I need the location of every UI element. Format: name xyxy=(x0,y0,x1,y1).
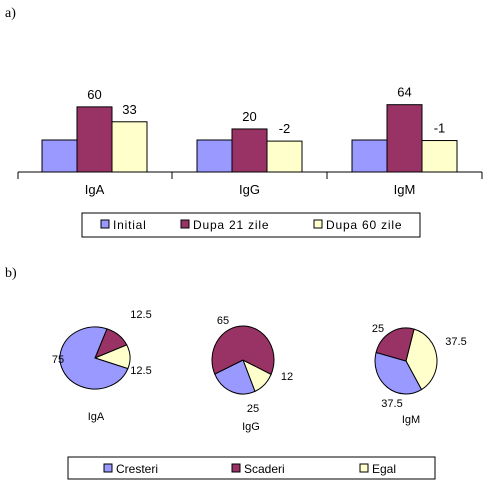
data-label-IgA-1: 60 xyxy=(87,87,101,102)
pie-value-label-IgA-1: 12.5 xyxy=(130,309,151,321)
data-label-IgG-1: 20 xyxy=(242,109,256,124)
bar-IgG-1 xyxy=(231,128,268,173)
legend-box xyxy=(81,212,421,238)
bar-IgA-1 xyxy=(76,106,113,173)
pie-slice-IgM-1 xyxy=(375,327,415,362)
bar-legend: Initial Dupa 21 zile Dupa 60 zile xyxy=(81,212,421,238)
bar-IgM-1 xyxy=(386,104,423,173)
x-tick-label-IgA: IgA xyxy=(85,182,105,197)
data-label-IgM-2: -1 xyxy=(434,121,446,136)
bar-IgA-2 xyxy=(111,121,148,173)
data-label-IgM-1: 64 xyxy=(397,85,411,100)
panel-label-b: b) xyxy=(5,266,17,281)
pie-value-label-IgA-2: 12.5 xyxy=(130,365,151,377)
pie-slice-IgA-0 xyxy=(59,326,129,390)
pie-slice-IgM-0 xyxy=(374,351,423,395)
pie-value-label-IgM-2: 37.5 xyxy=(445,336,466,348)
pie-value-label-IgM-1: 25 xyxy=(372,323,384,335)
pie-legend-swatch-0 xyxy=(103,463,113,473)
x-tick-label-IgG: IgG xyxy=(239,182,260,197)
pie-name-IgG: IgG xyxy=(242,421,260,433)
legend-swatch-0 xyxy=(100,219,110,229)
bar-IgA-0 xyxy=(41,139,78,173)
bar-IgM-2 xyxy=(421,140,458,173)
pie-legend-swatch-1 xyxy=(231,463,241,473)
bar-chart: 60 33 IgA 20 -2 IgG 64 -1 IgM xyxy=(17,85,483,197)
pie-value-label-IgG-0: 25 xyxy=(247,403,259,415)
pie-legend-label-2: Egal xyxy=(372,462,396,476)
pie-legend-label-1: Scaderi xyxy=(244,462,285,476)
legend-label-2: Dupa 60 zile xyxy=(326,218,402,232)
legend-swatch-2 xyxy=(313,219,323,229)
pie-value-label-IgG-1: 65 xyxy=(217,315,229,327)
pie-legend-label-0: Cresteri xyxy=(116,462,158,476)
data-label-IgA-2: 33 xyxy=(122,102,136,117)
pie-slice-IgG-1 xyxy=(211,325,275,376)
bar-IgG-0 xyxy=(196,139,233,173)
panel-label-a: a) xyxy=(5,6,16,21)
bar-IgM-0 xyxy=(351,139,388,173)
legend-label-1: Dupa 21 zile xyxy=(193,218,269,232)
pie-name-IgM: IgM xyxy=(402,414,420,426)
data-label-IgG-2: -2 xyxy=(279,121,291,136)
pie-value-label-IgG-2: 12 xyxy=(281,371,293,383)
pie-legend: Cresteri Scaderi Egal xyxy=(67,456,436,480)
pie-value-label-IgA-0: 75 xyxy=(52,354,64,366)
pie-slice-IgG-0 xyxy=(214,359,256,395)
legend-swatch-1 xyxy=(180,219,190,229)
legend-label-0: Initial xyxy=(113,218,147,232)
pie-value-label-IgM-0: 37.5 xyxy=(381,398,402,410)
x-tick-label-IgM: IgM xyxy=(394,182,416,197)
pie-legend-swatch-2 xyxy=(359,463,369,473)
bar-IgG-2 xyxy=(266,140,303,173)
pie-legend-box xyxy=(67,456,436,480)
pie-name-IgA: IgA xyxy=(88,411,105,423)
